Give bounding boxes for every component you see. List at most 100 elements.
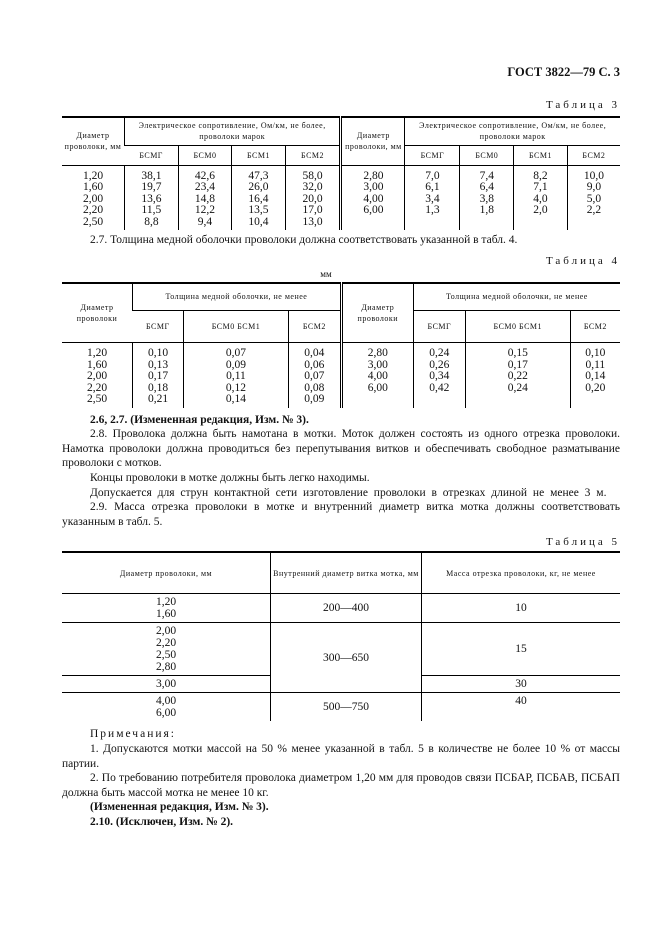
cell: 38,1 <box>124 165 179 182</box>
cell <box>459 216 514 230</box>
cell: 0,11 <box>569 359 620 372</box>
column-header: БСМ0 <box>177 145 232 166</box>
cell: 0,20 <box>569 382 620 395</box>
table-row: 1,20 0,10 0,07 0,04 2,80 0,24 0,15 0,10 <box>62 342 620 360</box>
diam-header: Диаметр проволоки <box>62 281 133 344</box>
cell: 1,20 1,60 <box>62 593 271 624</box>
unit-label: мм <box>320 268 332 279</box>
diam-header: Диаметр проволоки <box>339 281 414 344</box>
cell: 10 <box>421 593 620 624</box>
cell: 200—400 <box>270 593 422 624</box>
cell: 0,21 <box>131 394 184 408</box>
cell: 13,5 <box>231 204 286 217</box>
cell: 0,04 <box>287 342 342 360</box>
page-header: ГОСТ 3822—79 С. 3 <box>507 65 620 79</box>
cell: 0,13 <box>131 359 184 372</box>
cell: 8,2 <box>513 165 568 182</box>
column-header: БСМГ <box>124 145 179 166</box>
cell: 3,00 <box>339 181 405 194</box>
cell: 42,6 <box>177 165 232 182</box>
table-row: 2,50 8,8 9,4 10,4 13,0 <box>62 215 620 230</box>
cell: 2,20 <box>86 381 108 394</box>
table-row: 2,50 0,21 0,14 0,09 <box>62 394 620 408</box>
group-header: Электрическое сопротивление, Ом/км, не б… <box>123 116 341 146</box>
cell: 2,50 <box>86 393 108 406</box>
cell: 16,4 <box>231 193 286 205</box>
cell: 0,24 <box>464 382 571 395</box>
cell: 1,60 <box>82 181 104 193</box>
table-3: Диаметр проволоки, мм Электрическое сопр… <box>62 116 620 230</box>
cell: 4,0 <box>513 193 568 205</box>
t5-header-diameter: Диаметр проволоки, мм <box>62 551 271 595</box>
cell: 0,11 <box>183 371 289 383</box>
cell: 0,42 <box>412 382 466 395</box>
cell: 1,3 <box>404 204 460 217</box>
cell: 17,0 <box>284 204 341 217</box>
cell: 14,8 <box>177 193 232 205</box>
column-header: БСМГ <box>404 145 460 166</box>
cell: 0,06 <box>287 359 342 372</box>
group-header: Электрическое сопротивление, Ом/км, не б… <box>404 116 620 146</box>
cell: 0,24 <box>412 342 466 360</box>
cell: 9,0 <box>566 181 620 194</box>
diam-header: Диаметр проволоки, мм <box>62 116 125 166</box>
cell: 0,17 <box>131 371 184 383</box>
column-header: БСМ2 <box>287 310 342 344</box>
cell: 58,0 <box>284 165 341 182</box>
cell <box>339 394 414 408</box>
cell: 7,0 <box>404 165 460 182</box>
column-header: БСМ2 <box>569 310 620 344</box>
cell: 4,00 <box>339 193 405 205</box>
cell: 2,50 <box>82 215 104 228</box>
cell: 5,0 <box>566 193 620 205</box>
table3-label: Таблица 3 <box>545 99 620 111</box>
table-row: 2,00 0,17 0,11 0,07 4,00 0,34 0,22 0,14 <box>62 371 620 383</box>
cell: 2,00 2,20 2,50 2,80 <box>62 622 271 677</box>
table-row: 3,00 30 <box>62 675 620 694</box>
cell: 0,10 <box>569 342 620 360</box>
cell <box>513 216 568 230</box>
table-5: Диаметр проволоки, мм Внутренний диаметр… <box>62 551 620 722</box>
table-4: Диаметр проволоки Толщина медной оболочк… <box>62 281 620 408</box>
cell: 13,6 <box>124 193 179 205</box>
column-header: БСМ0 БСМ1 <box>183 310 289 344</box>
paragraph-2-8c: Допускается для струн контактной сети из… <box>90 486 607 499</box>
cell: 40 <box>421 692 620 722</box>
cell: 0,34 <box>412 371 466 383</box>
t5-header-inner-diameter: Внутренний диаметр витка мотка, мм <box>270 551 422 595</box>
cell: 15 <box>421 622 620 677</box>
cell: 0,09 <box>183 359 289 372</box>
cell: 6,1 <box>404 181 460 194</box>
cell: 2,00 <box>82 192 104 205</box>
cell: 7,4 <box>459 165 514 182</box>
cell: 0,12 <box>183 382 289 395</box>
cell: 47,3 <box>231 165 286 182</box>
cell: 3,00 <box>339 359 414 372</box>
column-header: БСМГ <box>132 310 184 344</box>
cell: 0,14 <box>183 394 289 408</box>
cell: 0,15 <box>464 342 571 360</box>
table4-label: Таблица 4 <box>545 254 620 267</box>
cell: 7,1 <box>513 181 568 194</box>
cell <box>464 394 571 408</box>
cell: 0,14 <box>569 371 620 383</box>
note-2: 2. По требованию потребителя проволока д… <box>62 772 620 799</box>
cell: 2,0 <box>513 204 568 217</box>
cell: 6,00 <box>339 204 405 217</box>
cell: 9,4 <box>177 216 232 230</box>
cell: 6,00 <box>339 382 414 395</box>
cell: 1,8 <box>459 204 514 217</box>
column-header: БСМ1 <box>513 145 568 166</box>
column-header: БСМГ <box>412 310 466 344</box>
cell: 4,00 6,00 <box>155 695 177 720</box>
cell: 26,0 <box>231 181 286 194</box>
cell: 0,10 <box>131 342 184 360</box>
cell: 0,09 <box>287 394 342 408</box>
cell: 2,00 <box>86 370 108 383</box>
cell: 30 <box>421 675 620 694</box>
table-row: 4,00 6,00 500—750 40 <box>62 692 620 722</box>
group-header: Толщина медной оболочки, не менее <box>412 281 620 312</box>
table-row: 1,20 1,60 200—400 10 <box>62 593 620 624</box>
cell: 10,0 <box>566 165 620 182</box>
